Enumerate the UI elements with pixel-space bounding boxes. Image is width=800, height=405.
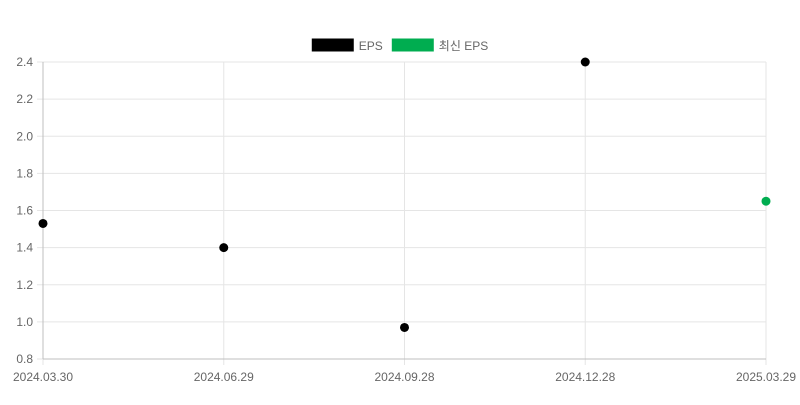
legend-swatch[interactable] (311, 38, 354, 52)
data-point[interactable] (38, 218, 48, 228)
y-tick-label: 1.6 (16, 204, 33, 218)
x-tick-label: 2024.09.28 (374, 370, 434, 384)
y-tick-label: 2.0 (16, 129, 33, 143)
y-tick-label: 1.4 (16, 241, 33, 255)
legend-label: 최신 EPS (439, 39, 488, 53)
data-point[interactable] (400, 322, 409, 332)
x-tick-label: 2025.03.29 (736, 370, 796, 384)
x-tick-label: 2024.03.30 (13, 370, 73, 384)
y-tick-label: 2.4 (16, 55, 33, 69)
x-tick-label: 2024.12.28 (555, 370, 615, 384)
data-point[interactable] (761, 196, 771, 206)
points-layer (38, 57, 771, 332)
legend-label: EPS (359, 39, 383, 53)
y-tick-label: 1.8 (16, 166, 33, 180)
y-tick-label: 1.2 (16, 278, 33, 292)
data-point[interactable] (580, 57, 590, 67)
grid-layer (37, 61, 767, 365)
legend[interactable]: EPS 최신 EPS (311, 38, 488, 54)
legend-swatch[interactable] (391, 38, 434, 52)
y-tick-label: 2.2 (16, 92, 33, 106)
axis-layer: 0.8 1.0 1.2 1.4 1.6 1.8 2.0 2.2 2.4 2024.03.30 202… (13, 55, 796, 384)
y-tick-label: 1.0 (16, 315, 33, 329)
x-tick-label: 2024.06.29 (194, 370, 254, 384)
y-tick-label: 0.8 (16, 352, 33, 366)
data-point[interactable] (219, 243, 229, 253)
